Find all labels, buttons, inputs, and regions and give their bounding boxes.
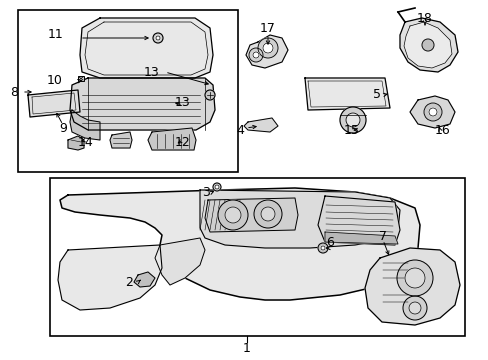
Circle shape	[408, 302, 420, 314]
Text: 2: 2	[125, 275, 133, 288]
Circle shape	[156, 36, 160, 40]
Text: 18: 18	[416, 12, 432, 24]
Text: 11: 11	[47, 28, 63, 41]
Circle shape	[253, 200, 282, 228]
Polygon shape	[204, 198, 297, 232]
Polygon shape	[70, 78, 215, 130]
Polygon shape	[58, 245, 162, 310]
Text: 16: 16	[434, 123, 450, 136]
Text: 13: 13	[144, 66, 160, 78]
Circle shape	[261, 207, 274, 221]
Polygon shape	[317, 196, 399, 245]
Polygon shape	[325, 232, 397, 244]
Circle shape	[224, 207, 241, 223]
Text: 3: 3	[202, 186, 209, 199]
Polygon shape	[409, 96, 454, 128]
Text: 14: 14	[78, 135, 94, 148]
Polygon shape	[134, 272, 155, 287]
Circle shape	[320, 246, 325, 250]
Polygon shape	[244, 118, 278, 132]
Circle shape	[317, 243, 327, 253]
Circle shape	[153, 33, 163, 43]
Text: 8: 8	[10, 85, 18, 99]
Text: 17: 17	[260, 22, 275, 35]
Circle shape	[218, 200, 247, 230]
Polygon shape	[80, 18, 213, 78]
Polygon shape	[110, 132, 132, 148]
Polygon shape	[70, 110, 100, 140]
Text: 13: 13	[175, 96, 190, 109]
Text: 10: 10	[47, 75, 63, 87]
Text: 1: 1	[243, 342, 250, 355]
Circle shape	[215, 185, 219, 189]
Circle shape	[346, 113, 359, 127]
Polygon shape	[305, 78, 389, 110]
Bar	[78, 76, 84, 81]
Polygon shape	[245, 35, 287, 68]
Circle shape	[421, 39, 433, 51]
Circle shape	[204, 90, 215, 100]
Circle shape	[396, 260, 432, 296]
Circle shape	[248, 48, 263, 62]
Polygon shape	[28, 90, 80, 117]
Text: 9: 9	[59, 122, 67, 135]
Polygon shape	[399, 18, 457, 72]
Circle shape	[428, 108, 436, 116]
Text: 5: 5	[372, 89, 380, 102]
Bar	[50, 178, 464, 336]
Text: 6: 6	[325, 237, 333, 249]
Circle shape	[213, 183, 221, 191]
Text: 4: 4	[236, 123, 244, 136]
Polygon shape	[68, 136, 84, 150]
Text: 15: 15	[344, 123, 359, 136]
Circle shape	[263, 43, 272, 53]
Text: 12: 12	[175, 135, 190, 148]
Polygon shape	[155, 238, 204, 285]
Circle shape	[402, 296, 426, 320]
Polygon shape	[60, 188, 419, 300]
Circle shape	[423, 103, 441, 121]
Bar	[18, 10, 238, 172]
Polygon shape	[403, 22, 451, 68]
Polygon shape	[364, 248, 459, 325]
Circle shape	[404, 268, 424, 288]
Circle shape	[252, 52, 259, 58]
Polygon shape	[200, 190, 399, 248]
Circle shape	[339, 107, 365, 133]
Polygon shape	[148, 128, 196, 150]
Circle shape	[258, 38, 278, 58]
Text: 7: 7	[378, 230, 386, 243]
